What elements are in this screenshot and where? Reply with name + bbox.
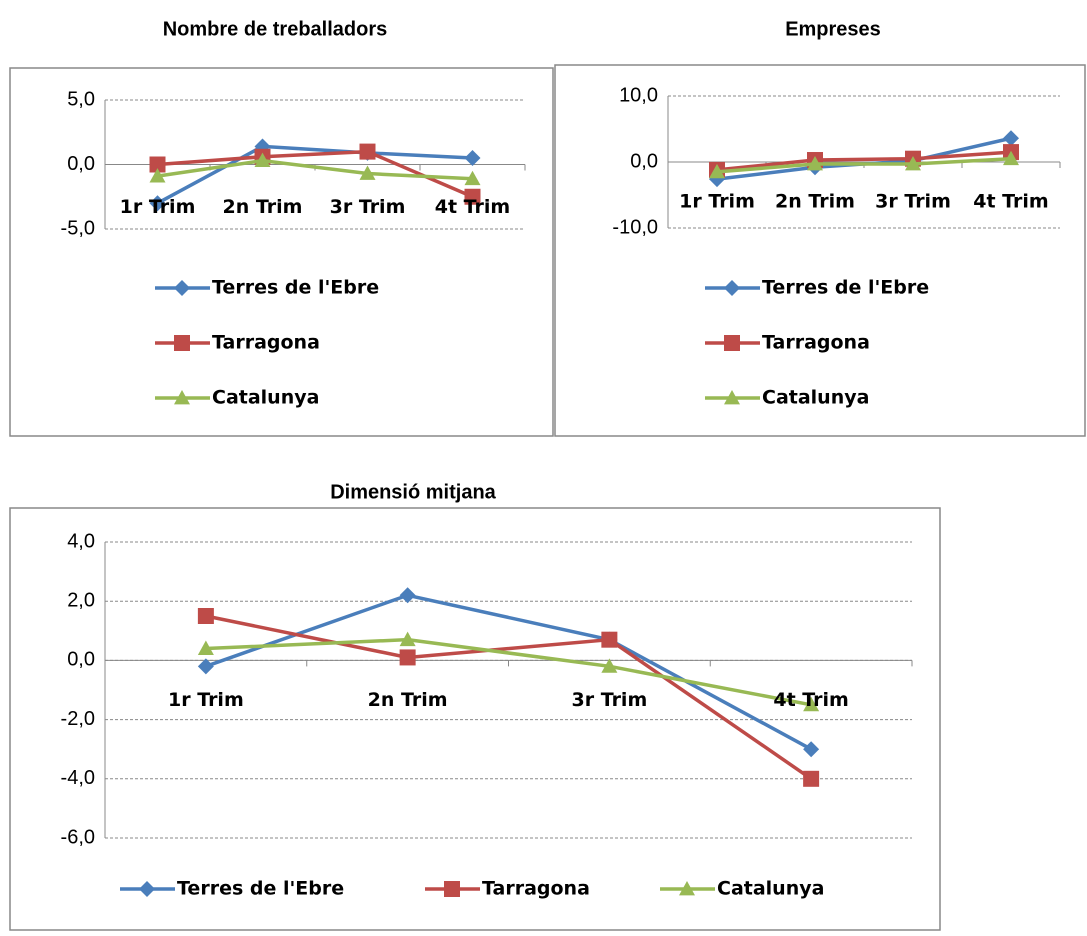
series-line [716, 150, 1012, 172]
marker [679, 881, 695, 896]
x-tick-label: 1r Trim [120, 196, 196, 218]
marker [197, 640, 214, 655]
series-line [157, 149, 474, 199]
x-tick-label: 1r Trim [679, 191, 755, 213]
x-tick-label: 2n Trim [223, 196, 303, 218]
marker [174, 335, 190, 351]
marker [149, 195, 166, 212]
y-tick-label: 0,0 [630, 150, 658, 172]
marker [359, 143, 376, 160]
marker [905, 155, 921, 171]
y-tick-label: -5,0 [61, 217, 95, 239]
marker [803, 770, 820, 787]
marker [399, 649, 416, 666]
marker [807, 155, 823, 171]
marker [464, 170, 481, 186]
series-line [157, 158, 473, 181]
legend-label: Tarragona [482, 878, 590, 900]
y-tick-label: -10,0 [612, 216, 658, 238]
legend-label: Terres de l'Ebre [212, 277, 379, 299]
legend-label: Tarragona [762, 332, 870, 354]
x-tick-label: 3r Trim [875, 191, 951, 213]
legend-label: Terres de l'Ebre [177, 878, 344, 900]
marker [724, 335, 740, 351]
y-tick-label: 10,0 [619, 84, 658, 106]
legend-label: Catalunya [212, 387, 319, 409]
x-tick-label: 2n Trim [775, 191, 855, 213]
x-tick-label: 4t Trim [435, 196, 510, 218]
y-tick-label: 2,0 [67, 589, 95, 611]
chart-frame [9, 67, 554, 437]
marker [464, 188, 481, 205]
marker [174, 390, 190, 405]
marker [399, 587, 416, 604]
y-tick-label: 4,0 [67, 530, 95, 552]
marker [139, 881, 155, 897]
x-tick-label: 4t Trim [773, 689, 848, 711]
chart-title: Nombre de treballadors [163, 18, 388, 40]
y-tick-label: 0,0 [67, 153, 95, 175]
marker [709, 163, 725, 179]
series-line [716, 156, 1012, 174]
legend-label: Terres de l'Ebre [762, 277, 929, 299]
marker [724, 280, 740, 296]
x-tick-label: 4t Trim [973, 191, 1048, 213]
y-tick-label: -2,0 [61, 708, 95, 730]
series-line [156, 144, 473, 205]
series-line [205, 637, 812, 707]
marker [197, 608, 214, 624]
x-tick-label: 3r Trim [571, 689, 647, 711]
x-tick-label: 3r Trim [330, 196, 406, 218]
marker [601, 658, 618, 673]
y-tick-label: 0,0 [67, 649, 95, 671]
y-tick-label: -6,0 [61, 826, 95, 848]
marker [601, 631, 618, 648]
marker [803, 696, 820, 712]
marker [359, 165, 376, 180]
marker [197, 658, 214, 675]
chart-frame [554, 64, 1086, 437]
legend-label: Catalunya [762, 387, 869, 409]
marker [399, 631, 416, 647]
marker [149, 168, 166, 183]
marker [464, 150, 481, 167]
x-tick-label: 1r Trim [168, 689, 244, 711]
chart-title: Dimensió mitjana [330, 481, 496, 503]
legend-label: Catalunya [717, 878, 824, 900]
x-tick-label: 2n Trim [368, 689, 448, 711]
chart-title: Empreses [785, 18, 881, 40]
series-line [205, 593, 812, 751]
chart-frame [9, 507, 941, 931]
marker [724, 390, 740, 405]
series-line [205, 614, 813, 781]
y-tick-label: -4,0 [61, 767, 95, 789]
marker [254, 152, 271, 168]
marker [174, 280, 190, 296]
marker [149, 156, 166, 173]
legend-label: Tarragona [212, 332, 320, 354]
marker [444, 881, 460, 897]
y-tick-label: 5,0 [67, 88, 95, 110]
marker [1003, 130, 1019, 147]
marker [803, 741, 820, 758]
marker [1003, 150, 1019, 166]
